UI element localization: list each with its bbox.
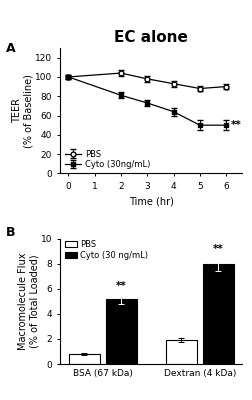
Y-axis label: Macromolecule Flux
(% of Total Loaded): Macromolecule Flux (% of Total Loaded) bbox=[18, 252, 39, 350]
Text: **: ** bbox=[231, 120, 242, 130]
X-axis label: Time (hr): Time (hr) bbox=[129, 196, 174, 206]
Text: **: ** bbox=[213, 244, 224, 254]
Y-axis label: TEER
(% of Baseline): TEER (% of Baseline) bbox=[12, 74, 34, 148]
Legend: PBS, Cyto (30ng/mL): PBS, Cyto (30ng/mL) bbox=[65, 150, 150, 169]
Bar bbox=[69, 354, 100, 364]
Bar bbox=[166, 340, 197, 364]
Bar bbox=[203, 264, 234, 364]
Text: **: ** bbox=[116, 281, 127, 291]
Text: B: B bbox=[6, 226, 16, 239]
Title: EC alone: EC alone bbox=[114, 30, 188, 46]
Text: A: A bbox=[6, 42, 16, 55]
Legend: PBS, Cyto (30 ng/mL): PBS, Cyto (30 ng/mL) bbox=[65, 240, 148, 260]
Bar bbox=[106, 299, 137, 364]
